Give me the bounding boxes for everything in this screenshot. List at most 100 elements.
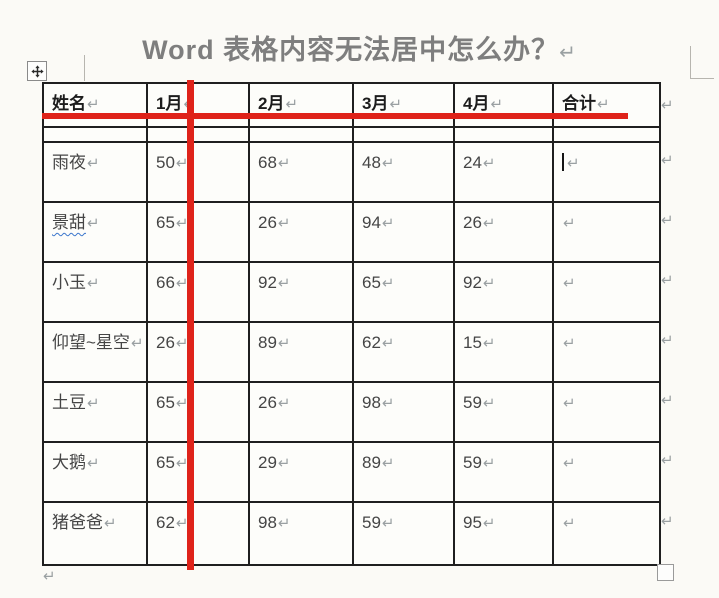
value-cell[interactable]: 65↵ <box>352 261 455 323</box>
name-cell[interactable]: 小玉↵ <box>42 261 148 323</box>
header-cell-total[interactable]: 合计↵ <box>552 82 661 128</box>
name-text: 土豆 <box>52 393 86 412</box>
paragraph-mark-icon: ↵ <box>482 154 496 172</box>
value-cell[interactable]: 62↵ <box>352 321 455 383</box>
header-cell-mar[interactable]: 3月↵ <box>352 82 455 128</box>
value-cell[interactable]: 68↵ <box>248 141 354 203</box>
value-cell[interactable]: 15↵ <box>453 321 554 383</box>
header-cell-apr[interactable]: 4月↵ <box>453 82 554 128</box>
header-label: 2月 <box>258 94 285 113</box>
value-cell[interactable]: 50↵ <box>146 141 250 203</box>
value-cell[interactable]: 89↵ <box>352 441 455 503</box>
value-cell[interactable]: 65↵ <box>146 441 250 503</box>
total-cell[interactable]: ↵ <box>552 441 661 503</box>
row-end-mark-icon: ↵ <box>661 96 674 114</box>
value-text: 98 <box>362 393 381 412</box>
value-text: 95 <box>463 513 482 532</box>
paragraph-mark-icon: ↵ <box>482 334 496 352</box>
value-text: 26 <box>156 333 175 352</box>
paragraph-mark-icon: ↵ <box>381 394 395 412</box>
value-text: 26 <box>258 393 277 412</box>
table-move-handle[interactable] <box>27 61 47 81</box>
name-text: 大鹅 <box>52 453 86 472</box>
header-cell-jan[interactable]: 1月↵ <box>146 82 250 128</box>
table-row: 景甜↵ 65↵ 26↵ 94↵ 26↵ ↵ <box>42 201 661 263</box>
table-row: 大鹅↵ 65↵ 29↵ 89↵ 59↵ ↵ <box>42 441 661 503</box>
total-cell[interactable]: ↵ <box>552 201 661 263</box>
paragraph-mark-icon: ↵ <box>175 334 189 352</box>
value-cell[interactable]: 94↵ <box>352 201 455 263</box>
value-text: 62 <box>156 513 175 532</box>
table-row: 猪爸爸↵ 62↵ 98↵ 59↵ 95↵ ↵ <box>42 501 661 566</box>
paragraph-mark-icon: ↵ <box>567 154 580 172</box>
value-cell[interactable]: 65↵ <box>146 381 250 443</box>
value-cell[interactable]: 89↵ <box>248 321 354 383</box>
empty-cell[interactable] <box>248 126 354 143</box>
value-cell[interactable]: 26↵ <box>453 201 554 263</box>
row-end-mark-icon: ↵ <box>661 331 674 349</box>
value-cell[interactable]: 48↵ <box>352 141 455 203</box>
total-cell[interactable]: ↵ <box>552 501 661 566</box>
name-cell[interactable]: 雨夜↵ <box>42 141 148 203</box>
total-cell[interactable]: ↵ <box>552 141 661 203</box>
paragraph-mark-icon: ↵ <box>563 214 576 232</box>
value-cell[interactable]: 62↵ <box>146 501 250 566</box>
paragraph-mark-icon: ↵ <box>277 514 291 532</box>
paragraph-mark-icon: ↵ <box>563 274 576 292</box>
value-text: 26 <box>258 213 277 232</box>
header-label: 姓名 <box>52 94 86 113</box>
paragraph-mark-icon: ↵ <box>389 95 403 113</box>
value-cell[interactable]: 98↵ <box>248 501 354 566</box>
empty-cell[interactable] <box>146 126 250 143</box>
paragraph-mark-icon: ↵ <box>597 95 610 113</box>
name-text: 猪爸爸 <box>52 513 103 532</box>
paragraph-mark-icon: ↵ <box>175 274 189 292</box>
total-cell[interactable]: ↵ <box>552 381 661 443</box>
paragraph-mark-icon: ↵ <box>87 394 100 412</box>
value-cell[interactable]: 24↵ <box>453 141 554 203</box>
paragraph-mark-icon: ↵ <box>381 514 395 532</box>
value-text: 98 <box>258 513 277 532</box>
paragraph-mark-icon: ↵ <box>87 95 100 113</box>
value-cell[interactable]: 59↵ <box>453 381 554 443</box>
total-cell[interactable]: ↵ <box>552 261 661 323</box>
name-cell[interactable]: 土豆↵ <box>42 381 148 443</box>
paragraph-mark-icon: ↵ <box>277 214 291 232</box>
value-cell[interactable]: 95↵ <box>453 501 554 566</box>
value-text: 62 <box>362 333 381 352</box>
value-cell[interactable]: 92↵ <box>248 261 354 323</box>
red-annotation-line-vertical <box>187 80 194 570</box>
name-cell[interactable]: 仰望~星空↵ <box>42 321 148 383</box>
empty-cell[interactable] <box>42 126 148 143</box>
name-cell[interactable]: 景甜↵ <box>42 201 148 263</box>
value-cell[interactable]: 98↵ <box>352 381 455 443</box>
value-text: 48 <box>362 153 381 172</box>
value-text: 65 <box>156 453 175 472</box>
header-cell-name[interactable]: 姓名↵ <box>42 82 148 128</box>
value-cell[interactable]: 26↵ <box>248 201 354 263</box>
paragraph-mark-icon: ↵ <box>563 514 576 532</box>
header-cell-feb[interactable]: 2月↵ <box>248 82 354 128</box>
empty-cell[interactable] <box>552 126 661 143</box>
table-resize-handle[interactable] <box>657 564 674 581</box>
empty-cell[interactable] <box>352 126 455 143</box>
total-cell[interactable]: ↵ <box>552 321 661 383</box>
text-boundary-mark-top-left <box>84 55 85 81</box>
value-cell[interactable]: 26↵ <box>146 321 250 383</box>
value-cell[interactable]: 29↵ <box>248 441 354 503</box>
paragraph-mark-icon: ↵ <box>381 154 395 172</box>
header-label: 1月 <box>156 94 183 113</box>
paragraph-mark-icon: ↵ <box>563 454 576 472</box>
value-cell[interactable]: 59↵ <box>352 501 455 566</box>
value-cell[interactable]: 59↵ <box>453 441 554 503</box>
value-cell[interactable]: 66↵ <box>146 261 250 323</box>
value-text: 65 <box>362 273 381 292</box>
empty-cell[interactable] <box>453 126 554 143</box>
value-cell[interactable]: 26↵ <box>248 381 354 443</box>
value-cell[interactable]: 92↵ <box>453 261 554 323</box>
name-text: 雨夜 <box>52 153 86 172</box>
name-cell[interactable]: 大鹅↵ <box>42 441 148 503</box>
paragraph-mark-icon: ↵ <box>175 454 189 472</box>
value-cell[interactable]: 65↵ <box>146 201 250 263</box>
name-cell[interactable]: 猪爸爸↵ <box>42 501 148 566</box>
